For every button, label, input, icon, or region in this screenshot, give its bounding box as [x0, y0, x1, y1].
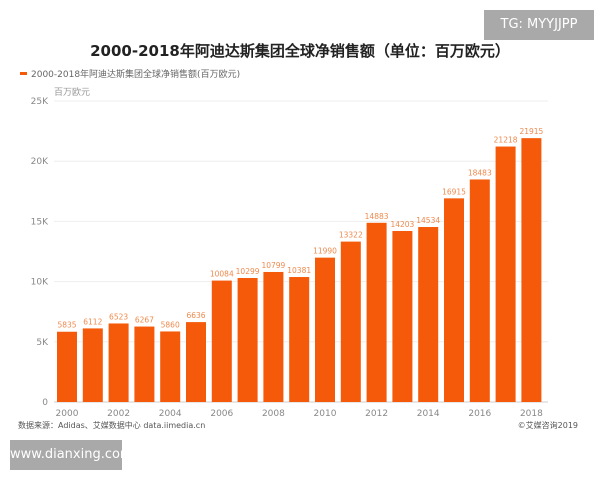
- data-label: 5835: [57, 321, 76, 330]
- x-tick-label: 2016: [468, 409, 491, 419]
- legend-label: 2000-2018年阿迪达斯集团全球净销售额(百万欧元): [31, 70, 241, 80]
- data-label: 6112: [83, 317, 102, 326]
- bar: [340, 241, 361, 402]
- bar: [211, 280, 232, 402]
- data-label: 10084: [210, 270, 234, 279]
- x-tick-label: 2018: [520, 409, 543, 419]
- data-label: 13322: [339, 231, 363, 240]
- data-label: 21218: [494, 136, 518, 145]
- y-tick-label: 20K: [31, 157, 49, 167]
- data-label: 18483: [468, 168, 492, 177]
- y-axis-unit: 百万欧元: [54, 88, 91, 98]
- bar: [134, 326, 155, 402]
- bar: [289, 277, 310, 402]
- bar: [366, 222, 387, 402]
- data-label: 11990: [313, 247, 337, 256]
- bar: [495, 146, 516, 402]
- bar: [82, 328, 103, 402]
- x-tick-label: 2002: [107, 409, 130, 419]
- watermark-top: TG: MYYJJPP: [484, 10, 594, 40]
- bar: [469, 179, 490, 402]
- data-label: 6636: [186, 311, 205, 320]
- data-label: 6267: [135, 316, 154, 325]
- data-label: 10299: [236, 267, 260, 276]
- bar: [57, 331, 77, 402]
- x-tick-label: 2012: [365, 409, 388, 419]
- source-note: 数据来源：Adidas、艾媒数据中心 data.iimedia.cn: [18, 421, 206, 430]
- y-tick-label: 0: [42, 398, 48, 408]
- watermark-bottom: www.dianxing.com: [10, 440, 133, 470]
- data-label: 10381: [287, 266, 311, 275]
- legend: 2000-2018年阿迪达斯集团全球净销售额(百万欧元): [20, 67, 240, 80]
- bar: [392, 230, 413, 402]
- bar: [108, 323, 129, 402]
- y-tick-label: 25K: [31, 97, 49, 107]
- bar: [444, 198, 464, 402]
- x-tick-label: 2014: [417, 409, 440, 419]
- x-tick-label: 2004: [159, 409, 182, 419]
- bar: [315, 257, 335, 402]
- data-label: 21915: [519, 127, 543, 136]
- y-tick-label: 10K: [31, 278, 49, 288]
- copyright: ©艾媒咨询2019: [517, 421, 578, 430]
- bar: [186, 322, 206, 402]
- chart-title: 2000-2018年阿迪达斯集团全球净销售额（单位：百万欧元）: [90, 42, 510, 60]
- x-tick-label: 2010: [314, 409, 337, 419]
- bar: [160, 331, 181, 402]
- y-tick-label: 15K: [31, 217, 49, 227]
- x-tick-label: 2008: [262, 409, 285, 419]
- bar: [418, 227, 439, 402]
- data-label: 5860: [161, 320, 180, 329]
- legend-swatch: [20, 72, 27, 75]
- data-label: 10799: [261, 261, 285, 270]
- bar: [237, 278, 258, 402]
- data-label: 16915: [442, 187, 466, 196]
- data-label: 14883: [365, 212, 389, 221]
- data-label: 14203: [390, 220, 414, 229]
- data-label: 6523: [109, 312, 128, 321]
- bar: [263, 271, 284, 402]
- x-tick-label: 2000: [56, 409, 79, 419]
- data-label: 14534: [416, 216, 440, 225]
- y-tick-label: 5K: [36, 338, 49, 348]
- bar: [521, 138, 542, 402]
- x-tick-label: 2006: [210, 409, 233, 419]
